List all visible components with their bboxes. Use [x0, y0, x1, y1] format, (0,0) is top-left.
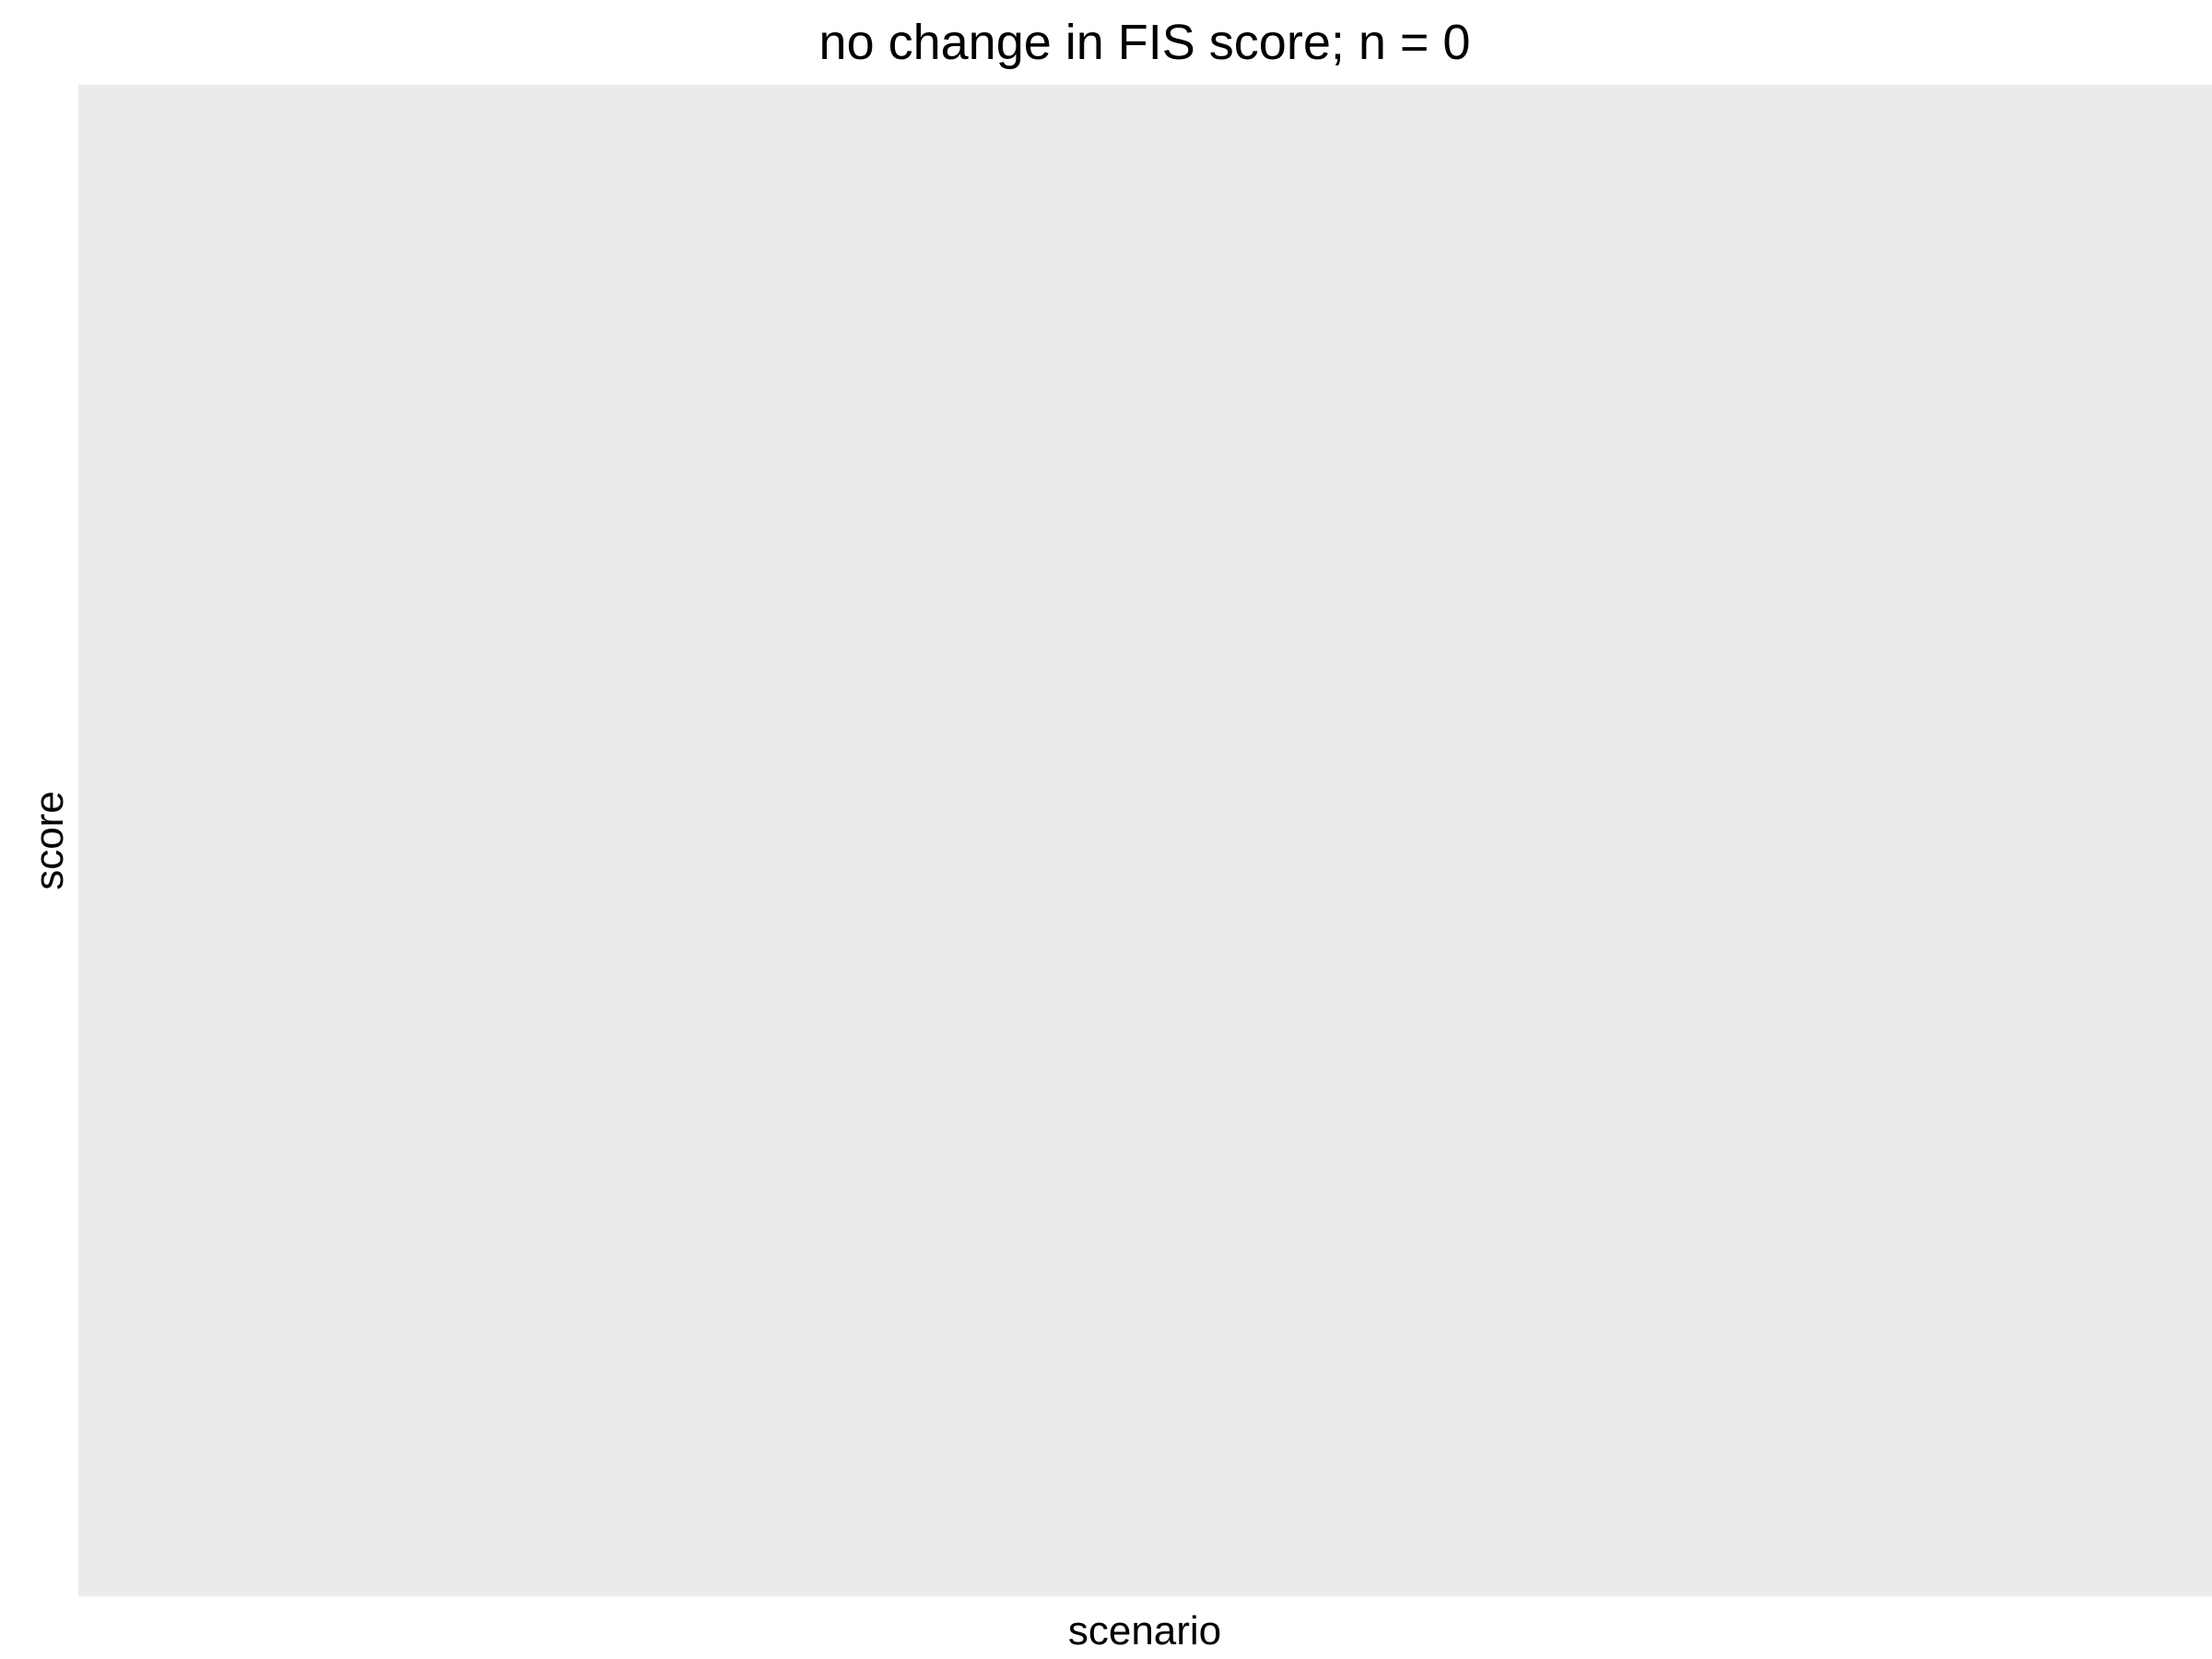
chart-title: no change in FIS score; n = 0 [819, 15, 1471, 70]
y-axis-label: score [27, 791, 72, 890]
x-axis-label: scenario [1068, 1608, 1221, 1653]
plot-background [78, 85, 2212, 1596]
